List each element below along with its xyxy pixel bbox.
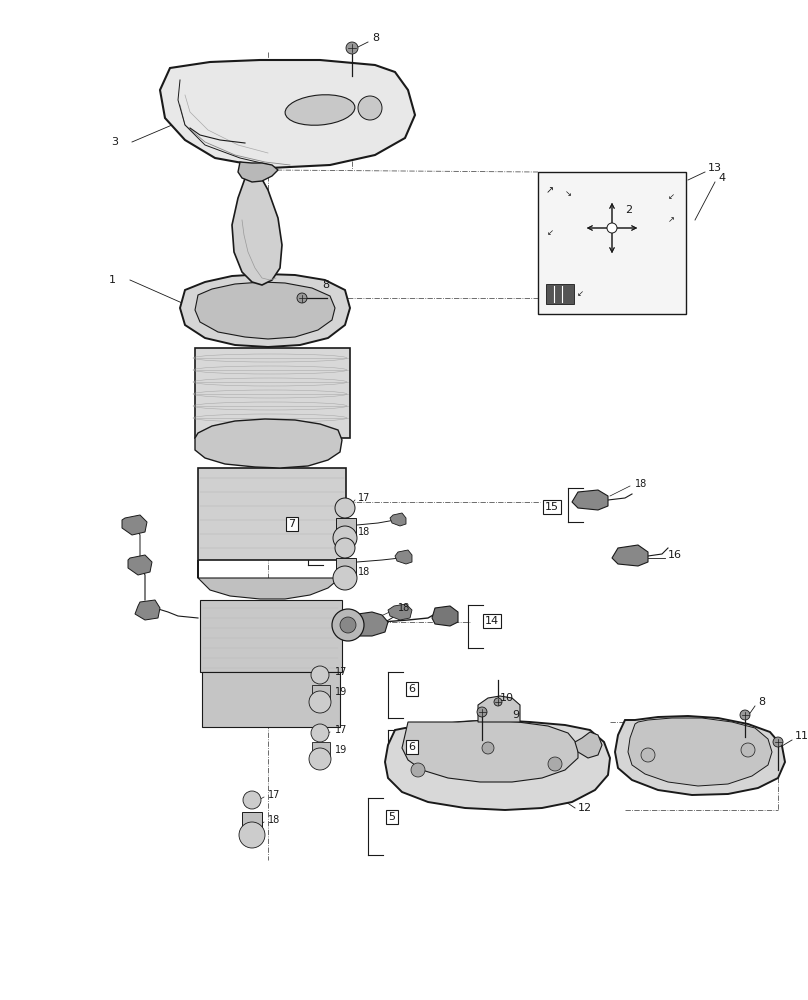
Text: 18: 18 <box>358 567 370 577</box>
Text: 18: 18 <box>398 603 410 613</box>
Circle shape <box>346 42 358 54</box>
Circle shape <box>477 707 487 717</box>
Circle shape <box>309 748 331 770</box>
Polygon shape <box>122 515 147 535</box>
Bar <box>200 600 342 672</box>
Text: 8: 8 <box>322 280 329 290</box>
Bar <box>546 284 574 304</box>
Bar <box>198 468 346 560</box>
Circle shape <box>333 566 357 590</box>
Polygon shape <box>572 490 608 510</box>
Bar <box>336 518 356 536</box>
Circle shape <box>358 96 382 120</box>
Text: 3: 3 <box>112 137 119 147</box>
Polygon shape <box>612 545 648 566</box>
Text: 17: 17 <box>358 493 370 503</box>
Bar <box>312 685 330 701</box>
Text: 11: 11 <box>795 731 808 741</box>
Circle shape <box>297 293 307 303</box>
Text: 19: 19 <box>335 687 347 697</box>
Polygon shape <box>198 560 342 599</box>
Text: 10: 10 <box>500 693 514 703</box>
Circle shape <box>482 742 494 754</box>
Circle shape <box>239 822 265 848</box>
Polygon shape <box>342 612 388 636</box>
Bar <box>242 812 262 832</box>
Polygon shape <box>395 550 412 564</box>
Circle shape <box>773 737 783 747</box>
Circle shape <box>641 748 655 762</box>
Text: ↙: ↙ <box>667 192 675 202</box>
Polygon shape <box>478 696 520 722</box>
Text: ↗: ↗ <box>546 185 554 195</box>
Text: ↗: ↗ <box>667 216 675 225</box>
Circle shape <box>494 698 502 706</box>
Circle shape <box>311 666 329 684</box>
Text: 6: 6 <box>409 684 415 694</box>
Circle shape <box>740 710 750 720</box>
Text: 13: 13 <box>708 163 722 173</box>
Circle shape <box>411 763 425 777</box>
Polygon shape <box>628 718 772 786</box>
Text: 9: 9 <box>512 710 519 720</box>
Text: 7: 7 <box>288 519 296 529</box>
Polygon shape <box>390 513 406 526</box>
Text: 12: 12 <box>578 803 592 813</box>
Circle shape <box>548 757 562 771</box>
Bar <box>336 558 356 576</box>
Text: 16: 16 <box>668 550 682 560</box>
Text: 18: 18 <box>268 815 280 825</box>
Circle shape <box>309 691 331 713</box>
Circle shape <box>335 498 355 518</box>
Polygon shape <box>432 606 458 626</box>
Polygon shape <box>128 555 152 575</box>
Polygon shape <box>195 282 335 339</box>
Polygon shape <box>232 170 282 285</box>
Polygon shape <box>160 60 415 168</box>
Circle shape <box>741 743 755 757</box>
Text: 14: 14 <box>485 616 499 626</box>
Text: 18: 18 <box>358 527 370 537</box>
Text: 5: 5 <box>389 812 395 822</box>
Text: 18: 18 <box>635 479 647 489</box>
Text: 2: 2 <box>625 205 632 215</box>
Bar <box>202 672 340 727</box>
Polygon shape <box>575 732 602 758</box>
Bar <box>538 172 686 314</box>
Text: 1: 1 <box>108 275 116 285</box>
Text: 17: 17 <box>335 667 347 677</box>
Text: 4: 4 <box>718 173 725 183</box>
Text: 8: 8 <box>758 697 765 707</box>
Polygon shape <box>615 716 785 795</box>
Bar <box>312 742 330 758</box>
Circle shape <box>311 724 329 742</box>
Text: 17: 17 <box>268 790 280 800</box>
Polygon shape <box>388 604 412 620</box>
Text: 6: 6 <box>409 742 415 752</box>
Polygon shape <box>402 720 578 782</box>
Text: 15: 15 <box>545 502 559 512</box>
Circle shape <box>335 538 355 558</box>
Text: ↘: ↘ <box>565 190 571 198</box>
Text: 19: 19 <box>335 745 347 755</box>
Polygon shape <box>180 274 350 347</box>
Circle shape <box>243 791 261 809</box>
Circle shape <box>607 223 617 233</box>
Circle shape <box>333 526 357 550</box>
Polygon shape <box>195 419 342 468</box>
Polygon shape <box>135 600 160 620</box>
Text: 17: 17 <box>335 725 347 735</box>
Text: ↙: ↙ <box>576 290 583 298</box>
Circle shape <box>340 617 356 633</box>
Text: 8: 8 <box>372 33 379 43</box>
Text: ↙: ↙ <box>546 229 553 237</box>
Circle shape <box>332 609 364 641</box>
Ellipse shape <box>285 95 355 125</box>
Bar <box>195 348 350 438</box>
Polygon shape <box>238 162 278 182</box>
Polygon shape <box>385 720 610 810</box>
